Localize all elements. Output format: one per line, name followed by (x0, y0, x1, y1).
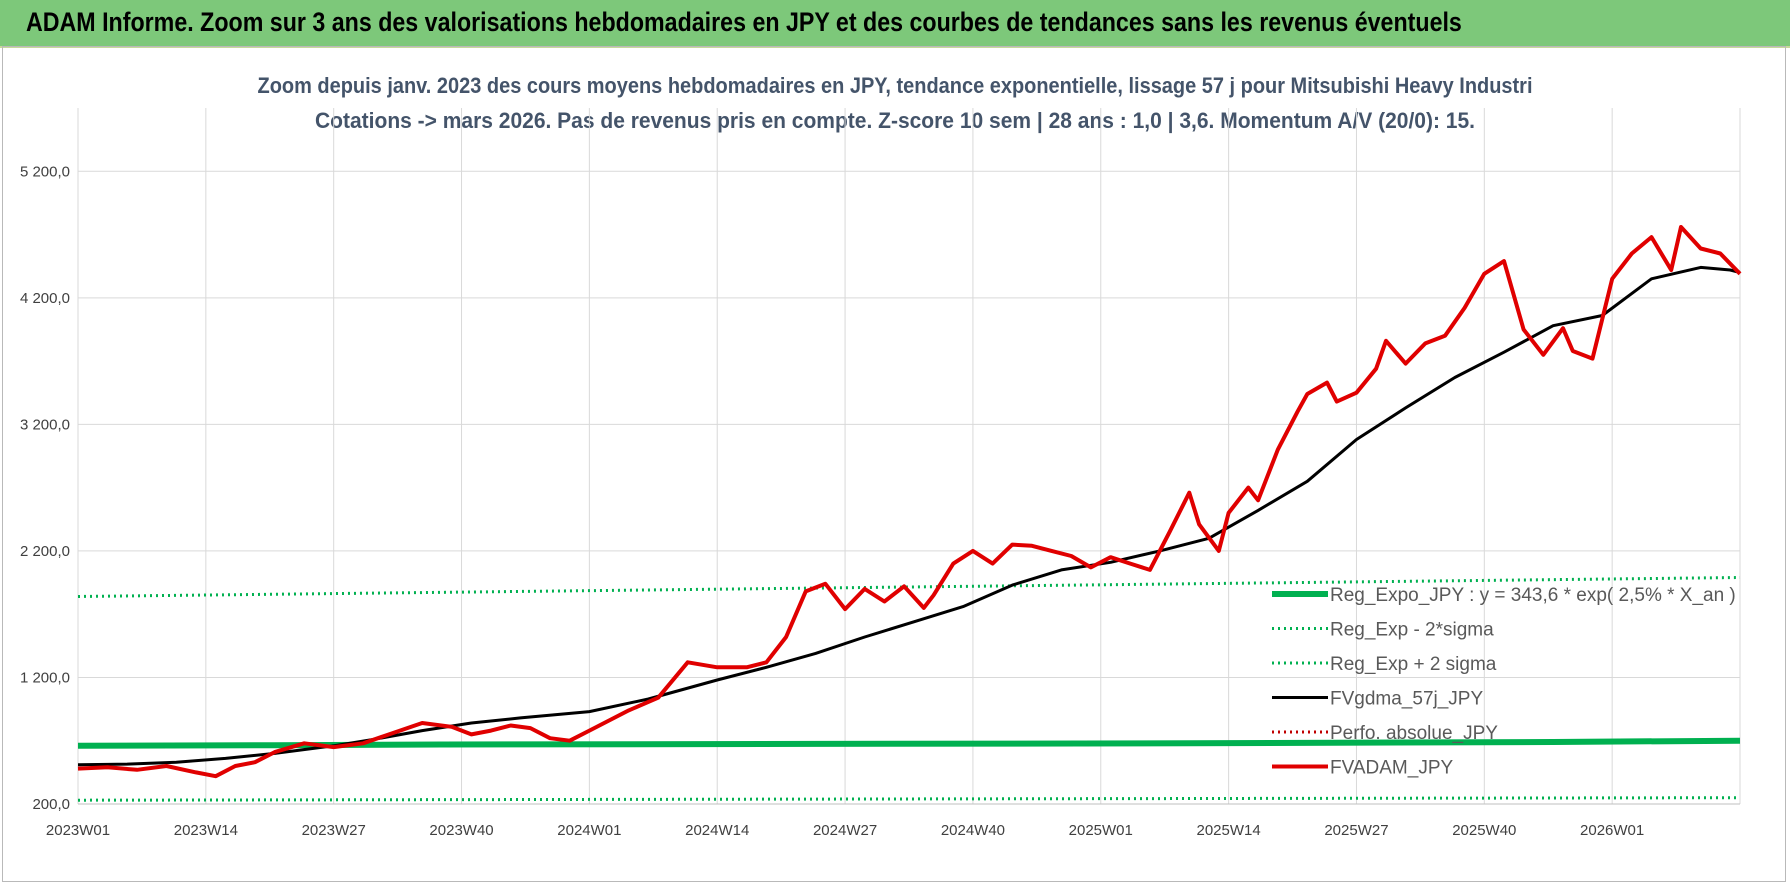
x-tick-label: 2024W01 (557, 822, 621, 839)
legend-label: Reg_Exp - 2*sigma (1330, 620, 1494, 641)
legend-label: FVADAM_JPY (1330, 758, 1454, 779)
legend-label: Perfo. absolue_JPY (1330, 723, 1498, 744)
y-tick-label: 2 200,0 (20, 543, 70, 560)
x-axis: 2023W01 2023W14 2023W27 2023W40 2024W01 2024W… (46, 803, 1740, 839)
y-tick-label: 4 200,0 (20, 290, 70, 307)
legend: Reg_Expo_JPY : y = 343,6 * exp( 2,5% * X… (1272, 585, 1736, 779)
x-tick-label: 2025W40 (1452, 822, 1516, 839)
report-banner: ADAM Informe. Zoom sur 3 ans des valoris… (0, 0, 1790, 48)
legend-label: FVgdma_57j_JPY (1330, 689, 1483, 710)
x-tick-label: 2023W27 (302, 822, 366, 839)
x-tick-label: 2024W27 (813, 822, 877, 839)
series-layer (77, 225, 1742, 802)
chart-subtitle: Cotations -> mars 2026. Pas de revenus p… (315, 108, 1475, 133)
series-line-5 (77, 225, 1742, 779)
y-tick-label: 200,0 (32, 796, 70, 813)
series-line-3 (77, 265, 1741, 767)
y-tick-label: 3 200,0 (20, 416, 70, 433)
x-tick-label: 2023W01 (46, 822, 110, 839)
y-tick-label: 5 200,0 (20, 163, 70, 180)
y-tick-label: 1 200,0 (20, 669, 70, 686)
series-line-0 (77, 737, 1741, 749)
x-tick-label: 2024W14 (685, 822, 749, 839)
x-tick-label: 2025W27 (1324, 822, 1388, 839)
x-tick-label: 2025W01 (1069, 822, 1133, 839)
series-line-1 (77, 796, 1741, 802)
x-tick-label: 2023W40 (429, 822, 493, 839)
gridlines (77, 108, 1741, 805)
report-title: ADAM Informe. Zoom sur 3 ans des valoris… (26, 7, 1462, 37)
legend-label: Reg_Exp + 2 sigma (1330, 654, 1497, 675)
x-tick-label: 2025W14 (1197, 822, 1261, 839)
series-line-2 (77, 576, 1741, 598)
x-tick-label: 2023W14 (174, 822, 238, 839)
chart-title: Zoom depuis janv. 2023 des cours moyens … (258, 73, 1533, 98)
legend-label: Reg_Expo_JPY : y = 343,6 * exp( 2,5% * X… (1330, 585, 1736, 606)
x-tick-label: 2026W01 (1580, 822, 1644, 839)
chart-frame (2, 46, 1786, 882)
y-axis: 200,0 1 200,0 2 200,0 3 200,0 4 200,0 5 200,0 (20, 163, 70, 813)
x-tick-label: 2024W40 (941, 822, 1005, 839)
